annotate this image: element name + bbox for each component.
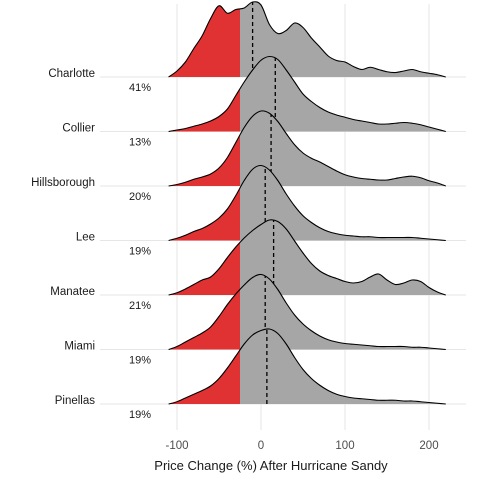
density-outline <box>168 110 446 187</box>
category-label: Lee <box>76 232 95 244</box>
ridge-pinellas <box>100 328 466 405</box>
density-outline <box>168 164 446 242</box>
x-tick-label: -100 <box>165 440 188 452</box>
density-outline <box>168 219 446 296</box>
ridge-area-above-threshold <box>240 110 446 186</box>
percent-label: 13% <box>129 137 151 149</box>
percent-label: 19% <box>129 409 151 421</box>
category-label: Pinellas <box>55 395 96 407</box>
category-label: Hillsborough <box>31 177 95 189</box>
category-label: Manatee <box>50 286 95 298</box>
ridge-area-above-threshold <box>240 274 446 350</box>
ridge-area-above-threshold <box>240 56 446 132</box>
category-label: Charlotte <box>48 68 95 80</box>
ridge-area-below-threshold <box>168 88 240 132</box>
ridge-manatee <box>100 219 466 296</box>
ridge-area-below-threshold <box>168 349 240 404</box>
percent-label: 19% <box>129 246 151 258</box>
x-tick-label: 100 <box>335 440 354 452</box>
ridge-collier <box>100 55 466 133</box>
ridge-area-above-threshold <box>240 219 446 295</box>
x-tick-label: 0 <box>258 440 264 452</box>
category-label: Collier <box>62 123 95 135</box>
category-labels: Charlotte 41% Collier 13% Hillsborough 20% Lee… <box>31 68 151 421</box>
percent-label: 21% <box>129 300 151 312</box>
percent-label: 41% <box>129 82 151 94</box>
ridge-area-below-threshold <box>168 187 240 241</box>
ridge-hillsborough <box>100 110 466 187</box>
ridge-area-below-threshold <box>168 289 240 350</box>
x-axis-title: Price Change (%) After Hurricane Sandy <box>154 458 388 473</box>
density-outline <box>168 55 446 133</box>
x-tick-label: 200 <box>419 440 438 452</box>
ridge-area-below-threshold <box>168 242 240 295</box>
ridge-area-below-threshold <box>168 134 240 186</box>
percent-label: 19% <box>129 355 151 367</box>
density-outline <box>168 328 446 405</box>
ridge-area-above-threshold <box>240 328 446 404</box>
density-outline <box>168 1 446 78</box>
ridge-area-below-threshold <box>168 5 240 77</box>
percent-label: 20% <box>129 191 151 203</box>
ridges <box>100 1 466 405</box>
density-outline <box>168 273 446 351</box>
ridge-area-above-threshold <box>240 1 446 77</box>
category-label: Miami <box>64 341 95 353</box>
x-axis: -100 0 100 200 <box>165 440 438 452</box>
ridge-area-above-threshold <box>240 165 446 241</box>
